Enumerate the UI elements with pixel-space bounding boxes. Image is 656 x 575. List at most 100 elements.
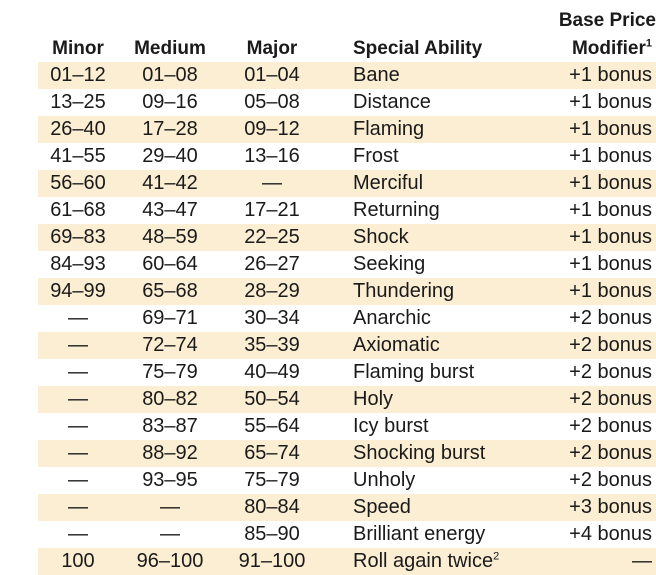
cell-minor: 26–40 (38, 116, 118, 143)
cell-minor: — (68, 469, 88, 491)
cell-price-modifier: +2 bonus (569, 469, 652, 491)
cell-special-ability: Icy burst (322, 413, 522, 440)
cell-medium: 65–68 (118, 278, 222, 305)
cell-special-ability: Speed (322, 494, 522, 521)
table-row: 13–25 09–16 05–08 Distance +1 bonus (38, 89, 656, 116)
cell-medium: 72–74 (118, 332, 222, 359)
cell-medium: 29–40 (142, 145, 198, 167)
cell-major: 13–16 (244, 145, 300, 167)
ability-name: Icy burst (353, 415, 429, 437)
ability-name: Unholy (353, 469, 416, 491)
cell-special-ability: Merciful (322, 170, 522, 197)
header-row-top: Base Price (38, 0, 656, 32)
cell-price-modifier: +2 bonus (569, 361, 652, 383)
table-row: — 75–79 40–49 Flaming burst +2 bonus (38, 359, 656, 386)
table-row: — 93–95 75–79 Unholy +2 bonus (38, 467, 656, 494)
ability-name: Flaming (353, 118, 425, 140)
cell-minor: 13–25 (50, 91, 106, 113)
header-medium-spacer (118, 0, 222, 32)
cell-medium: 93–95 (142, 469, 198, 491)
header-price-modifier: Modifier (571, 38, 646, 59)
cell-major: 26–27 (244, 253, 300, 275)
ability-name: Roll again twice (353, 550, 494, 572)
cell-minor: — (38, 494, 118, 521)
cell-medium: 60–64 (142, 253, 198, 275)
cell-price-modifier: +1 bonus (569, 91, 652, 113)
table-row: 100 96–100 91–100 Roll again twice2— (38, 548, 656, 575)
cell-price-modifier: +1 bonus (522, 116, 656, 143)
cell-minor: 56–60 (38, 170, 118, 197)
table-row: 69–83 48–59 22–25 Shock +1 bonus (38, 224, 656, 251)
cell-price-modifier: +4 bonus (569, 523, 652, 545)
cell-medium: — (118, 494, 222, 521)
table-row: —72–74 35–39 Axiomatic +2 bonus (38, 332, 656, 359)
cell-medium: 43–47 (142, 199, 198, 221)
cell-medium: 01–08 (118, 62, 222, 89)
cell-major: 55–64 (244, 415, 300, 437)
cell-special-ability: Distance (322, 89, 522, 116)
cell-minor: 61–68 (50, 199, 106, 221)
header-price-line1: Base Price (558, 10, 656, 31)
table-row: — 69–71 30–34 Anarchic +2 bonus (38, 305, 656, 332)
cell-minor: 69–83 (38, 224, 118, 251)
cell-minor: 100 (38, 548, 118, 575)
cell-medium: 96–100 (118, 548, 222, 575)
cell-minor: — (38, 332, 118, 359)
cell-special-ability: Returning (322, 197, 522, 224)
cell-major: 85–90 (244, 523, 300, 545)
cell-medium: 83–87 (142, 415, 198, 437)
cell-price-modifier: +2 bonus (522, 386, 656, 413)
header-minor-spacer (38, 0, 118, 32)
cell-minor: — (68, 415, 88, 437)
cell-medium: 09–16 (142, 91, 198, 113)
table-body: 01–12 01–08 01–04 Bane +1 bonus 13–25 09–16 05–… (38, 62, 656, 575)
ability-name: Distance (353, 91, 431, 113)
cell-special-ability: Bane (322, 62, 522, 89)
ability-name: Shock (353, 226, 409, 248)
table-row: 56–60 41–42— Merciful +1 bonus (38, 170, 656, 197)
table-header: Base Price Minor Medium Major Special Ab… (38, 0, 656, 62)
ability-name: Brilliant energy (353, 523, 486, 545)
table-row: 84–93 60–64 26–27 Seeking +1 bonus (38, 251, 656, 278)
table-row: 01–12 01–08 01–04 Bane +1 bonus (38, 62, 656, 89)
ability-name: Bane (353, 64, 400, 86)
table-row: 94–99 65–68 28–29 Thundering +1 bonus (38, 278, 656, 305)
cell-special-ability: Unholy (322, 467, 522, 494)
header-major-spacer (222, 0, 322, 32)
cell-major: 28–29 (222, 278, 322, 305)
cell-price-modifier: +3 bonus (522, 494, 656, 521)
cell-price-modifier: +1 bonus (569, 199, 652, 221)
cell-medium: — (160, 523, 180, 545)
ability-name: Axiomatic (353, 334, 440, 356)
table-row: — — 85–90 Brilliant energy +4 bonus (38, 521, 656, 548)
header-price-line2: Modifier1 (522, 32, 656, 62)
cell-special-ability: Thundering (322, 278, 522, 305)
cell-special-ability: Seeking (322, 251, 522, 278)
cell-minor: — (38, 386, 118, 413)
cell-price-modifier: +1 bonus (522, 170, 656, 197)
cell-major: 80–84 (222, 494, 322, 521)
ability-name: Speed (353, 496, 411, 518)
cell-medium: 80–82 (118, 386, 222, 413)
cell-major: 40–49 (244, 361, 300, 383)
header-row-bottom: Minor Medium Major Special Ability Modif… (38, 32, 656, 62)
header-medium: Medium (134, 38, 206, 59)
cell-major: 75–79 (244, 469, 300, 491)
cell-major: 01–04 (222, 62, 322, 89)
table-row: 61–68 43–47 17–21 Returning +1 bonus (38, 197, 656, 224)
cell-minor: 41–55 (50, 145, 106, 167)
ability-footnote: 2 (493, 550, 500, 563)
cell-price-modifier: +2 bonus (522, 332, 656, 359)
ability-name: Frost (353, 145, 399, 167)
cell-special-ability: Frost (322, 143, 522, 170)
table-row: — —80–84 Speed +3 bonus (38, 494, 656, 521)
cell-major: 09–12 (222, 116, 322, 143)
cell-special-ability: Holy (322, 386, 522, 413)
cell-major: 30–34 (244, 307, 300, 329)
cell-special-ability: Anarchic (322, 305, 522, 332)
header-minor: Minor (52, 38, 104, 59)
table-row: —80–82 50–54 Holy +2 bonus (38, 386, 656, 413)
cell-special-ability: Axiomatic (322, 332, 522, 359)
cell-price-modifier: +1 bonus (522, 224, 656, 251)
